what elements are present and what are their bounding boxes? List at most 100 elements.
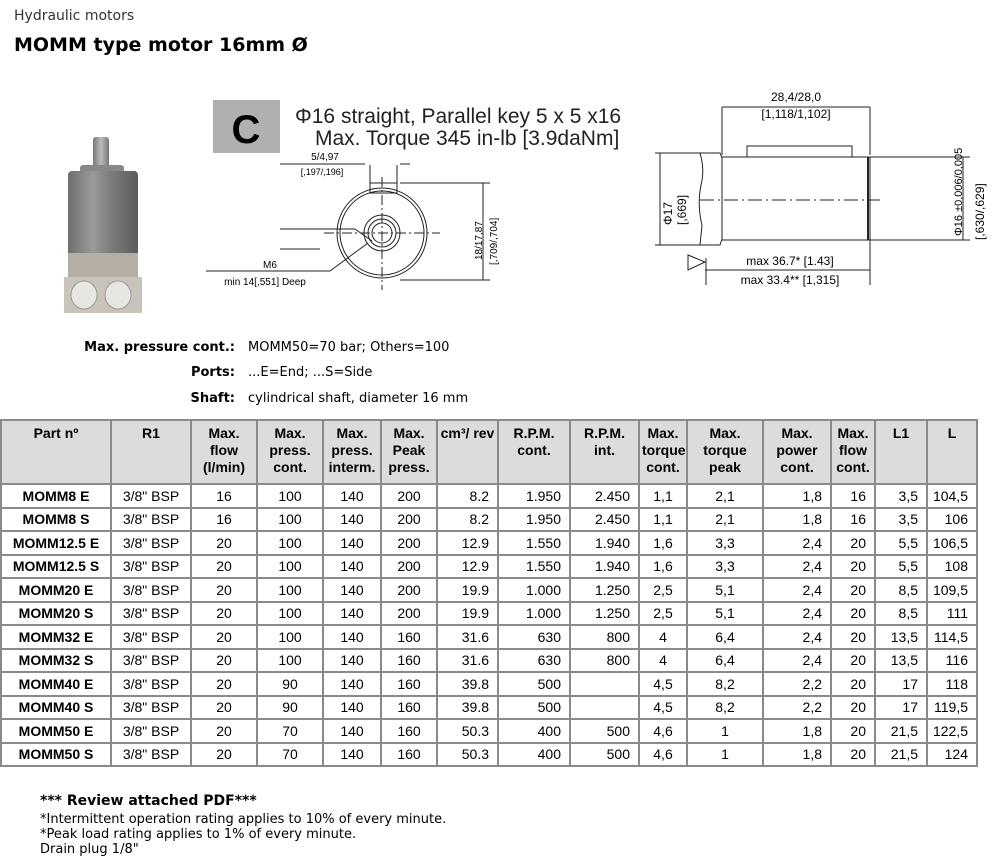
table-cell: 70	[256, 741, 324, 767]
table-cell: 140	[322, 647, 382, 673]
table-cell: 160	[380, 694, 438, 720]
table-cell: 100	[256, 506, 324, 532]
table-cell: 20	[190, 718, 258, 744]
spec-label: Shaft:	[190, 391, 235, 406]
dia16-dim: Φ16 ±0,006/0,005	[953, 148, 965, 236]
table-cell: 2,4	[762, 530, 832, 556]
spec-label: Ports:	[190, 365, 235, 380]
table-cell: 140	[322, 741, 382, 767]
table-cell: 20	[830, 553, 876, 579]
table-cell: 1.250	[569, 577, 640, 603]
table-cell: 20	[190, 741, 258, 767]
table-cell: 1.000	[497, 600, 571, 626]
table-cell: 200	[380, 530, 438, 556]
table-cell: 50.3	[436, 741, 499, 767]
table-cell: 160	[380, 671, 438, 697]
table-cell: 3,5	[874, 506, 928, 532]
part-number-cell: MOMM32 E	[0, 624, 112, 650]
table-cell: 2,1	[686, 483, 764, 509]
table-cell: 4	[638, 647, 688, 673]
table-cell: 1.250	[569, 600, 640, 626]
table-cell: 1,1	[638, 483, 688, 509]
table-cell: 100	[256, 647, 324, 673]
table-cell: 20	[190, 600, 258, 626]
table-cell: 4,6	[638, 718, 688, 744]
table-cell: 8,5	[874, 600, 928, 626]
table-cell: 160	[380, 624, 438, 650]
part-number-cell: MOMM40 E	[0, 671, 112, 697]
intermittent-note: *Intermittent operation rating applies t…	[40, 812, 447, 827]
table-row: MOMM8 E 3/8" BSP 16 100 140 200 8.2 1.950 2.450 1…	[0, 483, 978, 509]
table-cell: 140	[322, 506, 382, 532]
table-cell: 20	[830, 600, 876, 626]
table-cell: 118	[926, 671, 978, 697]
table-cell: 6,4	[686, 624, 764, 650]
table-cell: 2,5	[638, 600, 688, 626]
table-row: MOMM40 S 3/8" BSP 20 90 140 160 39.8 500 4,5 8,2 2…	[0, 694, 978, 720]
table-cell: 100	[256, 530, 324, 556]
table-cell: 8.2	[436, 483, 499, 509]
table-cell: 50.3	[436, 718, 499, 744]
table-cell: 106,5	[926, 530, 978, 556]
table-cell: 140	[322, 694, 382, 720]
table-cell: 108	[926, 553, 978, 579]
table-cell: 3/8" BSP	[110, 741, 192, 767]
table-cell: 2,4	[762, 577, 832, 603]
table-cell: 1,1	[638, 506, 688, 532]
table-cell: 3/8" BSP	[110, 718, 192, 744]
thread-dim: M6	[263, 260, 277, 271]
table-cell: 5,1	[686, 577, 764, 603]
table-cell: 13,5	[874, 647, 928, 673]
table-cell: 90	[256, 694, 324, 720]
table-cell: 2.450	[569, 483, 640, 509]
table-cell: 90	[256, 671, 324, 697]
table-cell: 2,5	[638, 577, 688, 603]
table-cell: 100	[256, 577, 324, 603]
column-header: L	[926, 419, 978, 485]
table-cell: 70	[256, 718, 324, 744]
part-number-cell: MOMM32 S	[0, 647, 112, 673]
table-cell	[569, 671, 640, 697]
table-cell: 3/8" BSP	[110, 483, 192, 509]
key-width-dim-in: [,197/,196]	[301, 167, 344, 177]
part-number-cell: MOMM12.5 S	[0, 553, 112, 579]
table-cell	[569, 694, 640, 720]
table-cell: 100	[256, 624, 324, 650]
table-cell: 500	[497, 694, 571, 720]
spec-value: MOMM50=70 bar; Others=100	[248, 340, 450, 355]
table-cell: 20	[830, 647, 876, 673]
table-cell: 13,5	[874, 624, 928, 650]
part-number-cell: MOMM20 E	[0, 577, 112, 603]
table-cell: 3/8" BSP	[110, 530, 192, 556]
table-cell: 1,8	[762, 718, 832, 744]
table-cell: 2,4	[762, 553, 832, 579]
table-cell: 3,3	[686, 530, 764, 556]
table-cell: 200	[380, 483, 438, 509]
table-cell: 39.8	[436, 694, 499, 720]
table-cell: 20	[190, 577, 258, 603]
table-cell: 8,2	[686, 694, 764, 720]
table-cell: 20	[190, 530, 258, 556]
table-cell: 16	[190, 483, 258, 509]
table-cell: 3/8" BSP	[110, 506, 192, 532]
table-cell: 12.9	[436, 553, 499, 579]
table-cell: 20	[830, 694, 876, 720]
category-label: Hydraulic motors	[14, 8, 135, 24]
table-cell: 400	[497, 718, 571, 744]
table-cell: 100	[256, 483, 324, 509]
table-cell: 200	[380, 506, 438, 532]
table-cell: 20	[190, 671, 258, 697]
table-cell: 16	[830, 506, 876, 532]
dia16-dim-in: [,630/,629]	[973, 183, 987, 240]
table-cell: 2,2	[762, 694, 832, 720]
part-number-cell: MOMM8 E	[0, 483, 112, 509]
part-number-cell: MOMM8 S	[0, 506, 112, 532]
key-width-dim: 5/4,97	[311, 152, 339, 163]
table-cell: 140	[322, 718, 382, 744]
table-cell: 160	[380, 741, 438, 767]
table-cell: 1.950	[497, 483, 571, 509]
table-cell: 31.6	[436, 647, 499, 673]
badge-letter: C	[232, 108, 261, 152]
table-cell: 4,6	[638, 741, 688, 767]
table-cell: 8.2	[436, 506, 499, 532]
